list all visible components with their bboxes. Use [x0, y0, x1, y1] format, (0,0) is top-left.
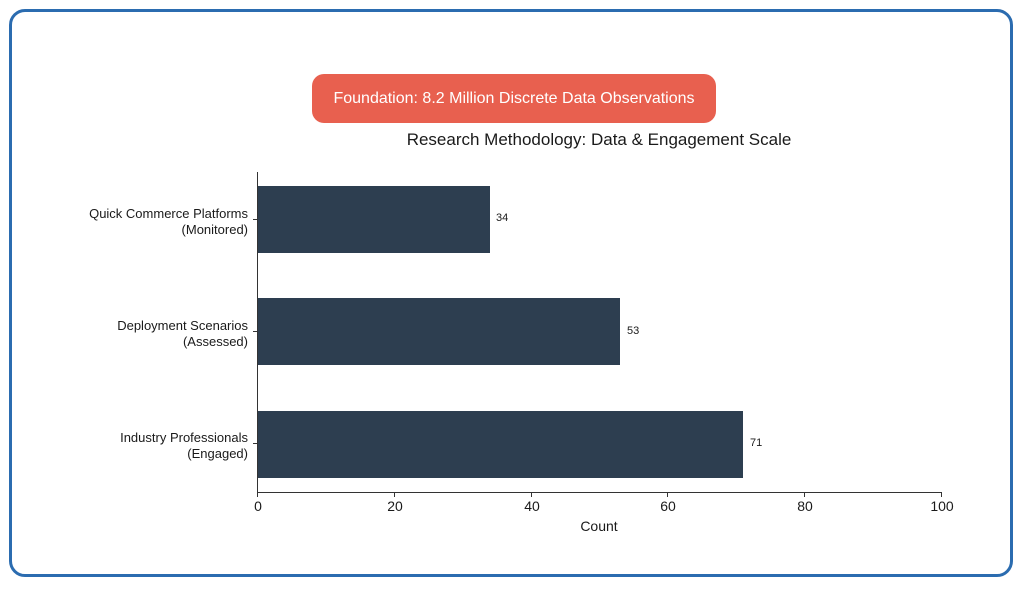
- y-tick: [253, 219, 257, 220]
- x-tick-label: 0: [254, 498, 262, 514]
- bar-deployment-scenarios: [258, 298, 620, 365]
- bar-value-label: 34: [496, 212, 509, 224]
- foundation-badge: Foundation: 8.2 Million Discrete Data Ob…: [312, 74, 716, 123]
- x-axis-line: [257, 492, 942, 493]
- label-line: Industry Professionals: [120, 430, 248, 445]
- x-tick: [941, 493, 942, 497]
- x-tick: [394, 493, 395, 497]
- bar-value-label: 71: [750, 437, 763, 449]
- x-tick-label: 60: [660, 498, 676, 514]
- x-tick-label: 100: [930, 498, 954, 514]
- y-axis-line: [257, 172, 258, 493]
- label-line: Deployment Scenarios: [117, 318, 248, 333]
- bar-value-label: 53: [627, 325, 640, 337]
- y-tick-label: Quick Commerce Platforms (Monitored): [89, 206, 248, 238]
- x-axis-title: Count: [580, 518, 618, 534]
- badge-text: Foundation: 8.2 Million Discrete Data Ob…: [333, 89, 695, 107]
- label-line: (Assessed): [182, 334, 248, 349]
- x-tick-label: 20: [387, 498, 403, 514]
- x-tick-label: 80: [797, 498, 813, 514]
- label-line: Quick Commerce Platforms: [89, 206, 248, 221]
- bar-industry-professionals: [258, 411, 743, 478]
- bar-quick-commerce-platforms: [258, 186, 490, 253]
- y-tick: [253, 331, 257, 332]
- x-tick: [667, 493, 668, 497]
- label-line: (Monitored): [181, 222, 248, 237]
- y-tick-label: Deployment Scenarios (Assessed): [117, 318, 248, 350]
- x-tick: [531, 493, 532, 497]
- x-tick: [257, 493, 258, 497]
- x-tick-label: 40: [524, 498, 540, 514]
- y-tick-label: Industry Professionals (Engaged): [120, 430, 248, 462]
- y-tick: [253, 443, 257, 444]
- chart-title: Research Methodology: Data & Engagement …: [406, 130, 792, 149]
- x-tick: [804, 493, 805, 497]
- label-line: (Engaged): [187, 446, 248, 461]
